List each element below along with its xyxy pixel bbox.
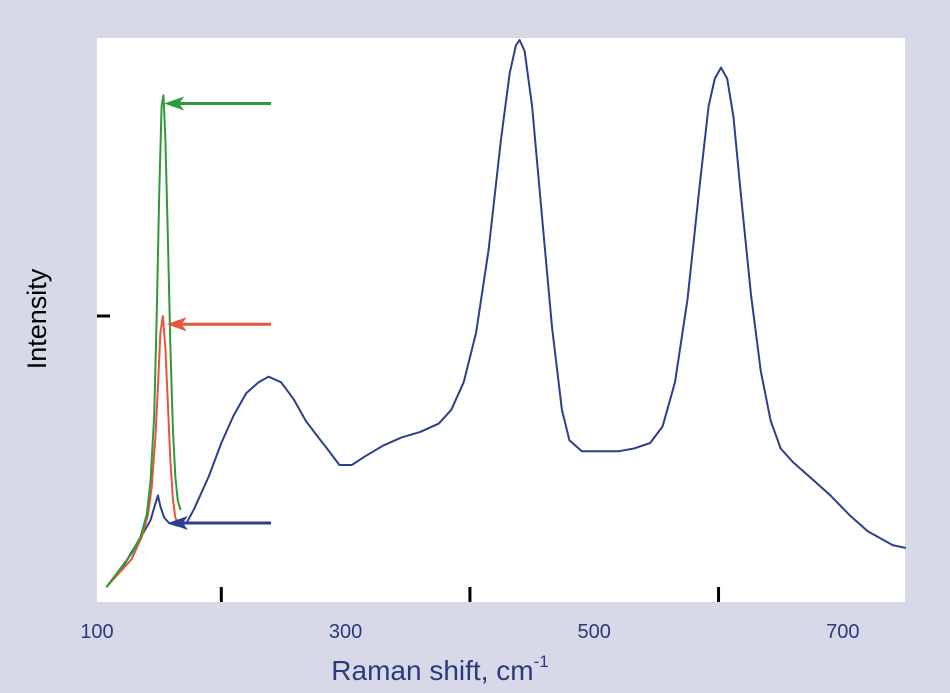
y-axis-label: Intensity xyxy=(22,268,52,369)
annotation-arrow-2 xyxy=(166,317,272,332)
x-tick-label: 100 xyxy=(80,621,113,643)
series-line-2 xyxy=(105,315,179,588)
arrow-head xyxy=(164,96,185,111)
annotation-layer xyxy=(164,96,272,530)
annotation-arrow-3 xyxy=(167,516,272,530)
x-axis: 100 300 500 700 Raman shift, cm-1 xyxy=(80,587,860,686)
series-line-3 xyxy=(105,94,182,588)
x-tick-label: 500 xyxy=(578,621,611,643)
x-axis-tick-labels: 100 300 500 700 xyxy=(80,621,859,643)
x-axis-label-text: Raman shift, cm xyxy=(331,655,533,686)
arrow-head xyxy=(167,516,188,530)
x-axis-label: Raman shift, cm-1 xyxy=(331,652,548,686)
plot-area xyxy=(97,38,905,602)
x-tick-label: 700 xyxy=(826,621,859,643)
x-tick-label: 300 xyxy=(329,621,362,643)
x-axis-ticks xyxy=(219,587,721,602)
y-axis: Intensity xyxy=(22,268,110,369)
x-axis-label-superscript: -1 xyxy=(534,652,549,671)
arrow-head xyxy=(166,317,187,332)
annotation-arrow-1 xyxy=(164,96,272,111)
